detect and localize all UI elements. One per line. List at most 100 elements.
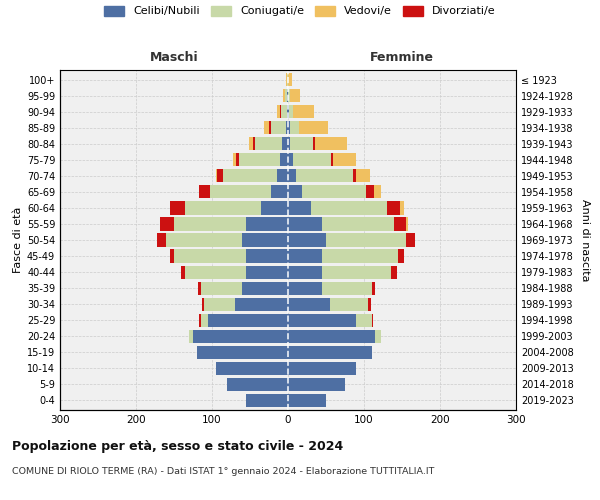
Bar xyxy=(181,266,185,278)
Legend: Celibi/Nubili, Coniugati/e, Vedovi/e, Divorziati/e: Celibi/Nubili, Coniugati/e, Vedovi/e, Di… xyxy=(104,6,496,16)
Bar xyxy=(269,121,271,134)
Bar xyxy=(330,298,368,310)
Bar xyxy=(374,186,382,198)
Bar xyxy=(288,153,293,166)
Bar xyxy=(288,298,330,310)
Bar xyxy=(217,170,223,182)
Bar xyxy=(288,137,290,150)
Bar xyxy=(246,394,288,407)
Bar xyxy=(242,282,288,294)
Bar xyxy=(356,170,370,182)
Bar xyxy=(271,121,286,134)
Bar xyxy=(322,282,371,294)
Bar xyxy=(288,89,290,102)
Text: Popolazione per età, sesso e stato civile - 2024: Popolazione per età, sesso e stato civil… xyxy=(12,440,343,453)
Bar xyxy=(288,218,322,230)
Bar xyxy=(246,250,288,262)
Bar xyxy=(293,153,331,166)
Bar xyxy=(277,170,288,182)
Bar xyxy=(288,250,322,262)
Bar xyxy=(288,73,292,86)
Bar xyxy=(280,105,281,118)
Bar xyxy=(287,89,288,102)
Bar xyxy=(288,170,296,182)
Bar xyxy=(246,266,288,278)
Bar xyxy=(216,362,288,375)
Bar xyxy=(271,186,288,198)
Bar xyxy=(288,105,289,118)
Bar xyxy=(322,266,391,278)
Bar xyxy=(322,218,394,230)
Bar xyxy=(223,170,277,182)
Bar xyxy=(287,73,288,86)
Bar xyxy=(391,266,397,278)
Bar xyxy=(285,89,287,102)
Bar xyxy=(314,137,347,150)
Bar xyxy=(288,202,311,214)
Bar xyxy=(288,394,326,407)
Bar xyxy=(356,314,371,327)
Bar xyxy=(400,202,404,214)
Bar xyxy=(353,170,356,182)
Bar xyxy=(406,234,415,246)
Bar xyxy=(200,314,208,327)
Bar xyxy=(199,314,200,327)
Bar xyxy=(216,170,217,182)
Bar xyxy=(398,250,404,262)
Bar xyxy=(290,137,313,150)
Bar xyxy=(170,250,174,262)
Bar xyxy=(227,378,288,391)
Bar xyxy=(205,298,235,310)
Bar xyxy=(290,89,300,102)
Bar xyxy=(288,186,302,198)
Bar xyxy=(249,137,253,150)
Bar xyxy=(333,153,356,166)
Bar xyxy=(288,234,326,246)
Bar xyxy=(322,250,398,262)
Bar xyxy=(157,234,166,246)
Bar xyxy=(283,89,285,102)
Bar xyxy=(290,121,299,134)
Bar xyxy=(288,314,356,327)
Bar xyxy=(170,202,185,214)
Bar xyxy=(185,202,262,214)
Bar xyxy=(394,218,406,230)
Bar xyxy=(288,330,376,343)
Bar xyxy=(256,137,282,150)
Bar xyxy=(288,121,290,134)
Bar xyxy=(189,330,193,343)
Bar xyxy=(239,153,280,166)
Bar xyxy=(299,121,328,134)
Bar xyxy=(288,346,371,359)
Bar xyxy=(236,153,239,166)
Bar xyxy=(288,266,322,278)
Bar xyxy=(211,186,271,198)
Bar xyxy=(166,234,242,246)
Bar xyxy=(293,105,314,118)
Bar xyxy=(288,282,322,294)
Bar xyxy=(277,105,280,118)
Bar xyxy=(202,298,205,310)
Bar xyxy=(368,298,371,310)
Bar xyxy=(366,186,374,198)
Bar xyxy=(246,218,288,230)
Bar xyxy=(326,234,406,246)
Y-axis label: Fasce di età: Fasce di età xyxy=(13,207,23,273)
Text: Maschi: Maschi xyxy=(149,50,199,64)
Bar xyxy=(174,218,246,230)
Y-axis label: Anni di nascita: Anni di nascita xyxy=(580,198,590,281)
Bar xyxy=(289,105,293,118)
Bar xyxy=(331,153,333,166)
Bar xyxy=(371,314,373,327)
Bar xyxy=(233,153,236,166)
Bar xyxy=(281,105,287,118)
Bar xyxy=(197,346,288,359)
Bar xyxy=(262,202,288,214)
Bar xyxy=(199,186,211,198)
Bar xyxy=(311,202,387,214)
Bar xyxy=(406,218,408,230)
Bar xyxy=(376,330,382,343)
Bar xyxy=(296,170,353,182)
Bar xyxy=(286,121,288,134)
Bar xyxy=(288,362,356,375)
